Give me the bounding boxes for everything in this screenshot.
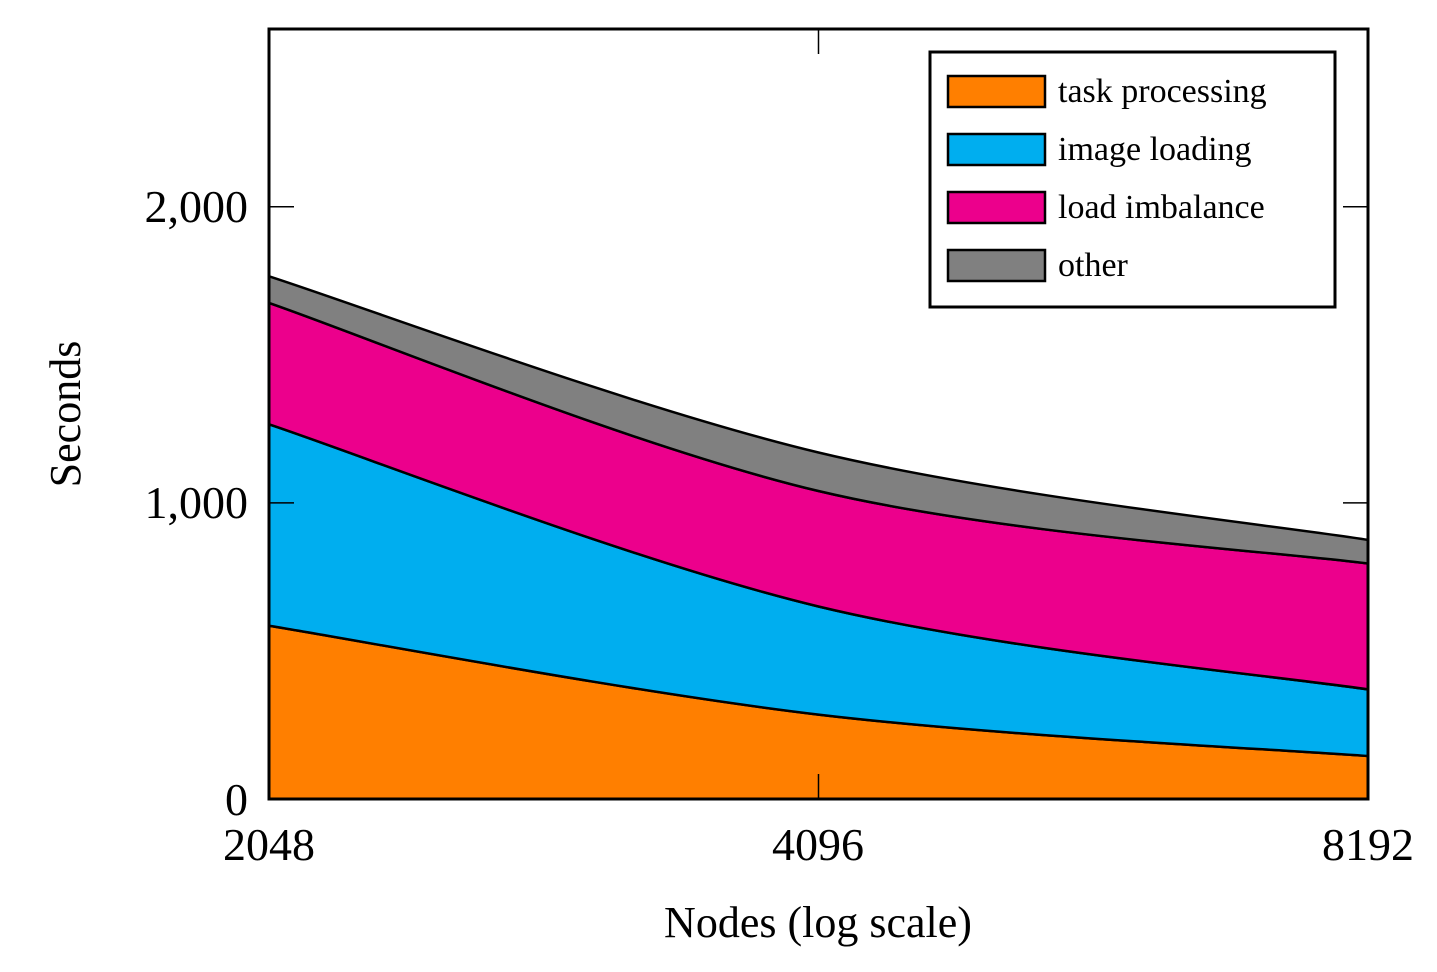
- x-tick-label-4096: 4096: [772, 819, 864, 870]
- legend-swatch-image-loading: [946, 132, 1047, 167]
- y-tick-label-2000: 2,000: [145, 181, 249, 232]
- y-axis-title: Seconds: [41, 341, 90, 488]
- y-tick-label-1000: 1,000: [145, 477, 249, 528]
- axis-ticks: [268, 29, 1369, 800]
- legend-label-other: other: [1058, 247, 1129, 284]
- legend-label-image-loading: image loading: [1058, 131, 1252, 168]
- x-tick-label-8192: 8192: [1322, 819, 1414, 870]
- legend-swatch-load-imbalance: [946, 190, 1047, 225]
- legend-swatch-task-processing: [946, 74, 1047, 109]
- y-tick-label-0: 0: [225, 774, 248, 825]
- legend-label-task-processing: task processing: [1058, 73, 1267, 110]
- legend-swatch-other: [946, 248, 1047, 283]
- x-axis-title: Nodes (log scale): [664, 898, 972, 947]
- legend-label-load-imbalance: load imbalance: [1058, 189, 1265, 226]
- legend: task processing image loading load imbal…: [928, 50, 1337, 309]
- area-layers: [267, 275, 1370, 801]
- x-tick-label-2048: 2048: [223, 819, 315, 870]
